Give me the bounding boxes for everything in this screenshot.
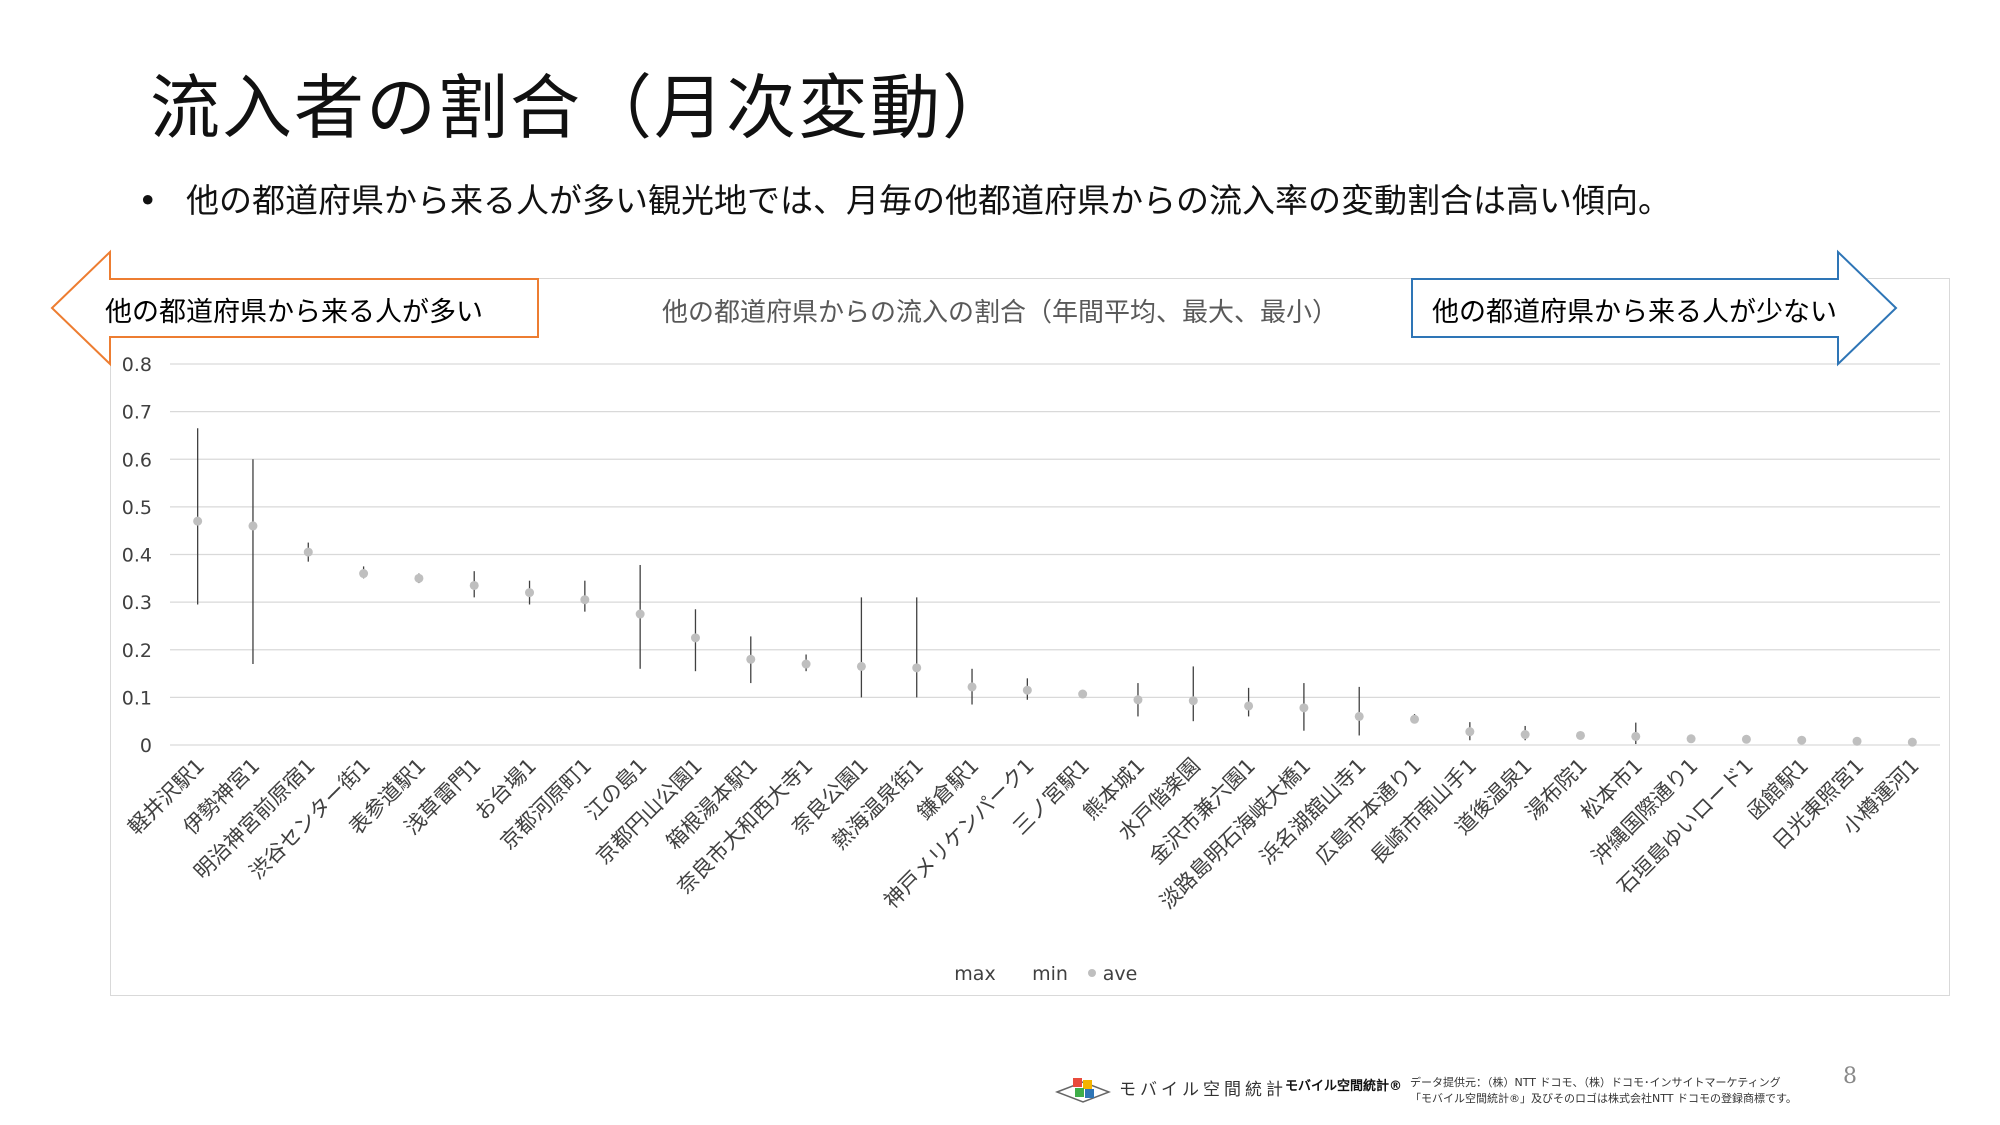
- y-tick-label: 0.2: [122, 640, 152, 662]
- ave-point: [1354, 711, 1364, 721]
- logo-text: モバイル空間統計: [1119, 1079, 1287, 1100]
- y-tick-label: 0.3: [122, 592, 152, 614]
- ave-point: [690, 633, 700, 643]
- ave-point: [1852, 736, 1862, 746]
- ave-point: [1078, 689, 1088, 699]
- right-arrow-shape: [1411, 249, 1898, 367]
- y-tick-label: 0.6: [122, 449, 152, 471]
- y-tick-label: 0: [140, 735, 152, 757]
- ave-point: [303, 547, 313, 557]
- y-tick-label: 0.5: [122, 497, 152, 519]
- ave-point: [1907, 737, 1917, 747]
- ave-point: [1188, 696, 1198, 706]
- legend-ave-marker: [1088, 969, 1096, 977]
- ave-point: [1465, 727, 1475, 737]
- ave-point: [248, 521, 258, 531]
- ave-point: [967, 682, 977, 692]
- right-arrow-label: 他の都道府県から来る人が少ない: [1432, 297, 1837, 328]
- ave-point: [1686, 734, 1696, 744]
- ave-point: [1133, 695, 1143, 705]
- ave-point: [1022, 685, 1032, 695]
- y-tick-label: 0.7: [122, 402, 152, 424]
- ave-point: [635, 609, 645, 619]
- page-number: 8: [1843, 1064, 1857, 1089]
- ave-point: [1797, 735, 1807, 745]
- ave-point: [1631, 731, 1641, 741]
- bullet-point: • 他の都道府県から来る人が多い観光地では、月毎の他都道府県からの流入率の変動割合…: [138, 174, 1978, 222]
- logo-cubes-icon: [1055, 1078, 1111, 1103]
- ave-point: [1575, 730, 1585, 740]
- data-credit: データ提供元：（株）NTT ドコモ、（株）ドコモ･インサイトマーケティング 「モ…: [1410, 1075, 1797, 1107]
- ave-point: [1520, 730, 1530, 740]
- y-tick-label: 0.1: [122, 687, 152, 709]
- ave-point: [525, 588, 535, 598]
- left-arrow-shape: [50, 249, 539, 367]
- grid-lines: [170, 363, 1940, 746]
- ave-point: [414, 573, 424, 583]
- ave-point: [469, 580, 479, 590]
- min-max-ranges: [197, 428, 1913, 745]
- legend: max min ave: [954, 963, 1137, 985]
- footer-logo: モバイル空間統計: [1055, 1070, 1287, 1104]
- legend-ave: ave: [1103, 963, 1138, 985]
- credit-line-2: 「モバイル空間統計®」及びそのロゴは株式会社NTT ドコモの登録商標です。: [1410, 1092, 1797, 1105]
- ave-point: [1410, 714, 1420, 724]
- credit-line-1: データ提供元：（株）NTT ドコモ、（株）ドコモ･インサイトマーケティング: [1410, 1076, 1781, 1089]
- brand-name: モバイル空間統計®: [1285, 1079, 1403, 1094]
- ave-point: [1741, 734, 1751, 744]
- left-arrow-label: 他の都道府県から来る人が多い: [105, 297, 483, 328]
- slide-title: 流入者の割合（月次変動）: [150, 67, 1014, 149]
- ave-point: [746, 654, 756, 664]
- ave-point: [856, 661, 866, 671]
- ave-point: [912, 663, 922, 673]
- chart-area: [110, 278, 1950, 996]
- ave-point: [193, 516, 203, 526]
- y-axis-tick-labels: 0 0.1 0.2 0.3 0.4 0.5 0.6 0.7 0.8: [122, 354, 152, 757]
- x-axis-category-labels: 軽井沢駅1伊勢神宮1明治神宮前原宿1渋谷センター街1表参道駅1浅草雷門1お台場1…: [123, 754, 1924, 914]
- ave-point: [801, 659, 811, 669]
- y-tick-label: 0.8: [122, 354, 152, 376]
- ave-point: [359, 569, 369, 579]
- bullet-text: 他の都道府県から来る人が多い観光地では、月毎の他都道府県からの流入率の変動割合は…: [186, 181, 1671, 220]
- ave-point: [1299, 703, 1309, 713]
- legend-min: min: [1032, 963, 1068, 985]
- average-points: [193, 516, 1917, 747]
- y-tick-label: 0.4: [122, 545, 152, 567]
- legend-max: max: [954, 963, 995, 985]
- ave-point: [1244, 701, 1254, 711]
- chart-title: 他の都道府県からの流入の割合（年間平均、最大、最小）: [662, 298, 1338, 328]
- ave-point: [580, 595, 590, 605]
- bullet-marker: •: [138, 181, 158, 220]
